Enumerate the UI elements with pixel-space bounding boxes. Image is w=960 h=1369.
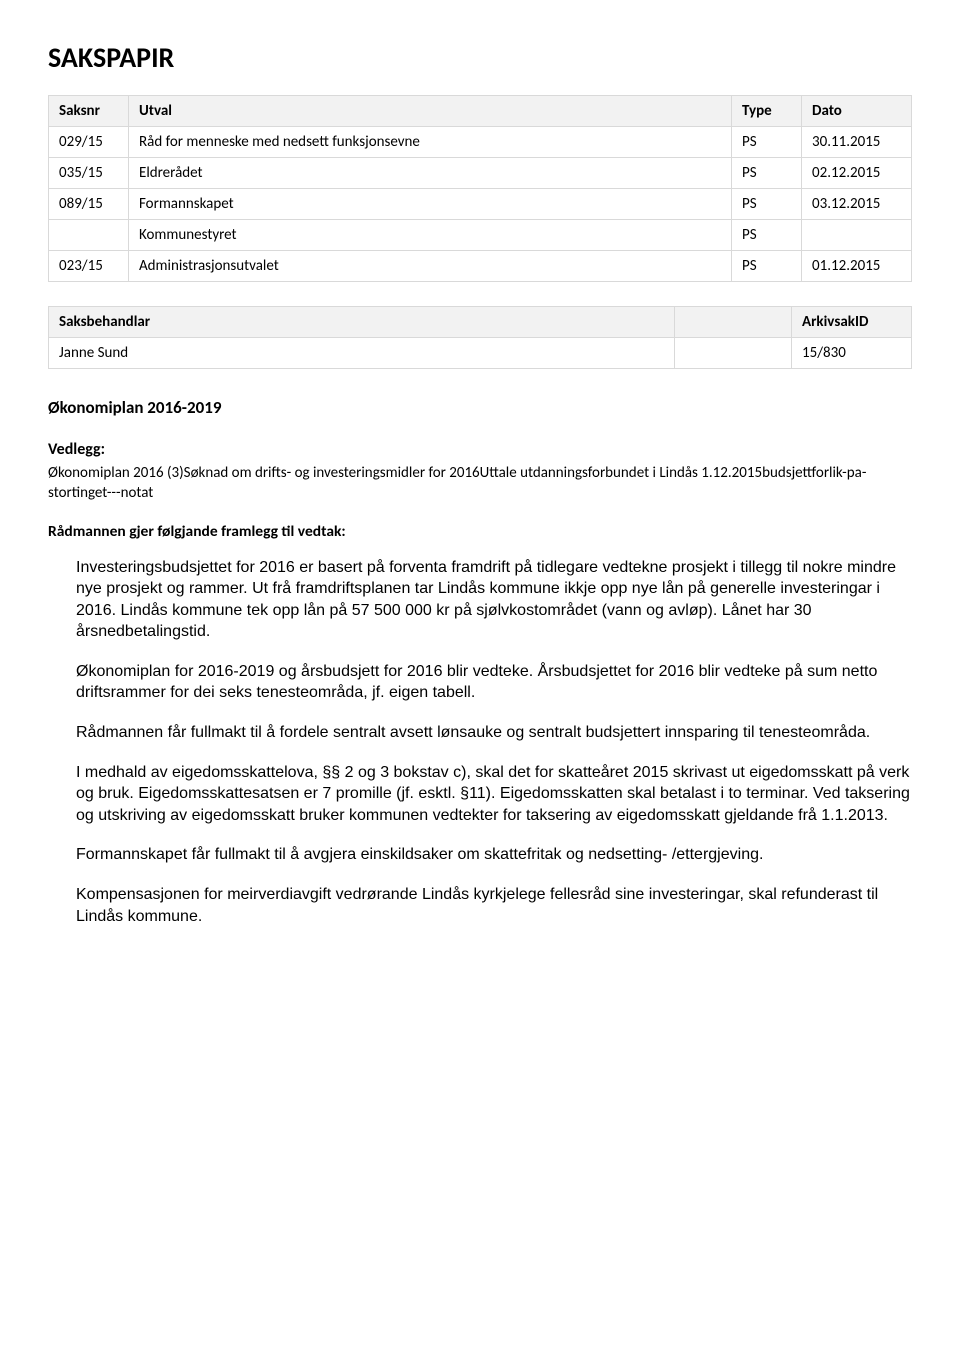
col-utval: Utval	[129, 96, 732, 127]
cell	[674, 338, 791, 369]
cell: PS	[732, 251, 802, 282]
col-saksbehandlar: Saksbehandlar	[49, 307, 675, 338]
cell: 30.11.2015	[802, 127, 912, 158]
table-row: 023/15 Administrasjonsutvalet PS 01.12.2…	[49, 251, 912, 282]
paragraph: Formannskapet får fullmakt til å avgjera…	[76, 844, 912, 866]
cell: PS	[732, 127, 802, 158]
cell: 089/15	[49, 189, 129, 220]
paragraph: Investeringsbudsjettet for 2016 er baser…	[76, 557, 912, 643]
table-header-row: Saksnr Utval Type Dato	[49, 96, 912, 127]
paragraph: Kompensasjonen for meirverdiavgift vedrø…	[76, 884, 912, 927]
cell: PS	[732, 220, 802, 251]
framlegg-heading: Rådmannen gjer følgjande framlegg til ve…	[48, 522, 912, 541]
table-row: Janne Sund 15/830	[49, 338, 912, 369]
table-header-row: Saksbehandlar ArkivsakID	[49, 307, 912, 338]
meeting-table: Saksnr Utval Type Dato 029/15 Råd for me…	[48, 95, 912, 282]
cell: PS	[732, 158, 802, 189]
vedlegg-label: Vedlegg:	[48, 440, 912, 459]
cell: Kommunestyret	[129, 220, 732, 251]
table-row: 089/15 Formannskapet PS 03.12.2015	[49, 189, 912, 220]
col-type: Type	[732, 96, 802, 127]
cell: Janne Sund	[49, 338, 675, 369]
cell: 15/830	[792, 338, 912, 369]
cell: 02.12.2015	[802, 158, 912, 189]
cell: 023/15	[49, 251, 129, 282]
col-blank	[674, 307, 791, 338]
cell: 03.12.2015	[802, 189, 912, 220]
cell	[802, 220, 912, 251]
col-saksnr: Saksnr	[49, 96, 129, 127]
cell: Eldrerådet	[129, 158, 732, 189]
cell: Råd for menneske med nedsett funksjonsev…	[129, 127, 732, 158]
cell	[49, 220, 129, 251]
handler-table: Saksbehandlar ArkivsakID Janne Sund 15/8…	[48, 306, 912, 369]
vedlegg-text: Økonomiplan 2016 (3)Søknad om drifts- og…	[48, 463, 912, 504]
cell: 01.12.2015	[802, 251, 912, 282]
paragraph: I medhald av eigedomsskattelova, §§ 2 og…	[76, 762, 912, 827]
cell: PS	[732, 189, 802, 220]
document-title: SAKSPAPIR	[48, 40, 912, 75]
table-row: Kommunestyret PS	[49, 220, 912, 251]
paragraph: Økonomiplan for 2016-2019 og årsbudsjett…	[76, 661, 912, 704]
cell: 029/15	[49, 127, 129, 158]
table-row: 029/15 Råd for menneske med nedsett funk…	[49, 127, 912, 158]
table-row: 035/15 Eldrerådet PS 02.12.2015	[49, 158, 912, 189]
cell: Administrasjonsutvalet	[129, 251, 732, 282]
plan-title: Økonomiplan 2016-2019	[48, 397, 912, 418]
col-dato: Dato	[802, 96, 912, 127]
paragraph: Rådmannen får fullmakt til å fordele sen…	[76, 722, 912, 744]
cell: 035/15	[49, 158, 129, 189]
col-arkivsakid: ArkivsakID	[792, 307, 912, 338]
cell: Formannskapet	[129, 189, 732, 220]
